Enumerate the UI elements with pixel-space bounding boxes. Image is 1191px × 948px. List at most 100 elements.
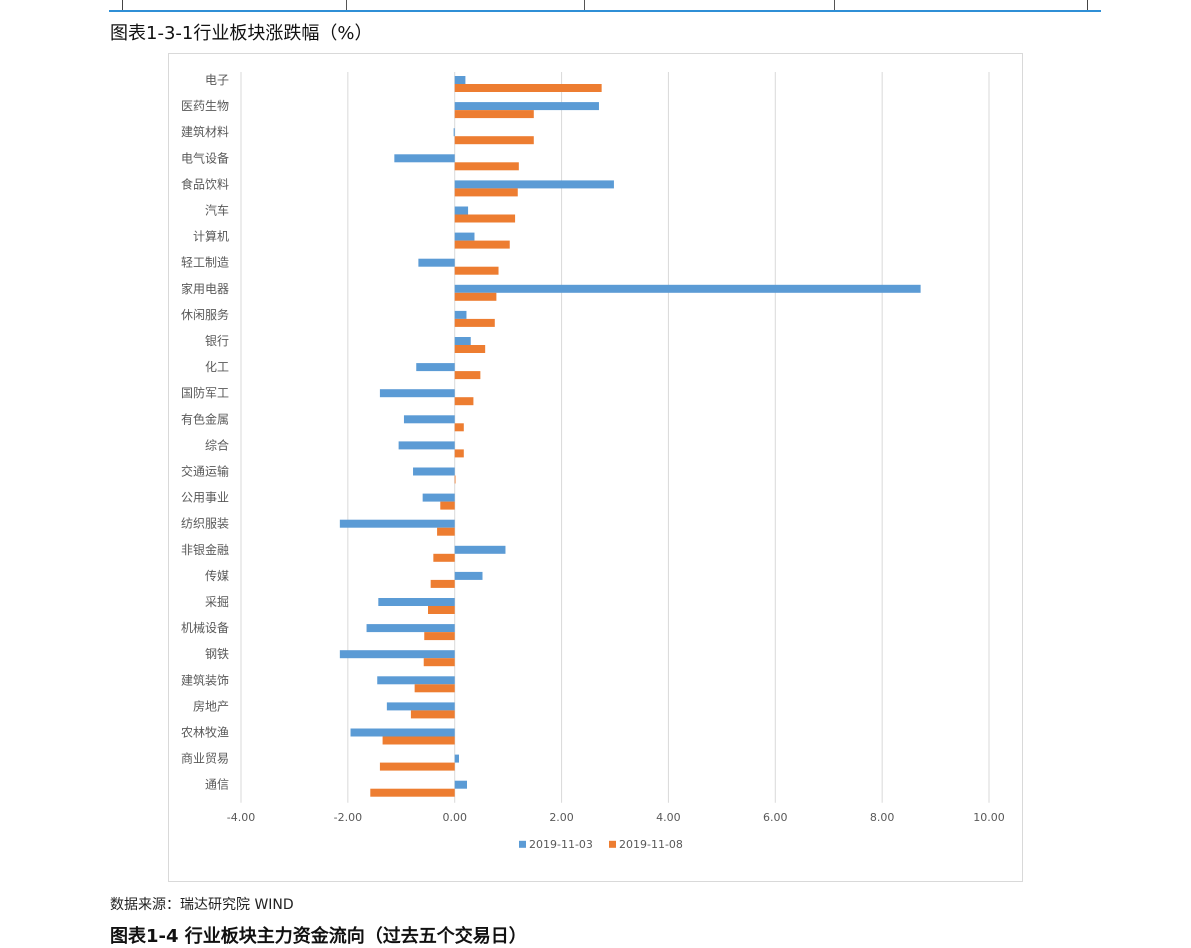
bar-2019-11-08 [454,371,481,380]
bar-2019-11-03 [377,676,455,685]
bar-2019-11-03 [339,519,455,528]
category-label: 机械设备 [181,620,229,635]
bar-2019-11-08 [454,449,464,458]
table-bottom-rule [109,10,1101,12]
category-label: 商业贸易 [181,751,229,766]
bar-2019-11-03 [454,754,459,763]
x-tick-label: -4.00 [227,811,255,824]
category-label: 采掘 [205,594,229,609]
category-label: 建筑装饰 [181,672,229,687]
bar-2019-11-03 [422,493,455,502]
category-label: 农林牧渔 [181,726,229,740]
bar-2019-11-03 [454,102,599,111]
top-table-fragment [109,0,1101,12]
bar-2019-11-03 [454,76,466,84]
bar-2019-11-08 [454,240,510,249]
category-label: 化工 [205,360,229,374]
category-label: 轻工制造 [181,256,229,270]
table-divider [834,0,835,10]
bar-2019-11-03 [454,284,921,293]
bar-2019-11-08 [454,266,499,275]
bar-2019-11-03 [416,363,455,372]
bar-2019-11-08 [414,684,455,693]
category-label: 通信 [205,778,229,792]
bar-2019-11-08 [454,397,474,406]
bar-2019-11-03 [454,337,471,345]
bar-2019-11-08 [382,736,455,745]
bar-2019-11-03 [453,128,455,137]
x-tick-label: 0.00 [442,811,467,824]
bar-2019-11-03 [454,571,483,580]
legend-swatch [519,840,526,848]
category-label: 传媒 [205,568,229,583]
bar-2019-11-03 [378,598,455,606]
bar-2019-11-08 [437,527,455,536]
x-tick-label: -2.00 [334,811,362,824]
category-label: 综合 [205,437,229,452]
next-figure-title: 图表1-4 行业板块主力资金流向（过去五个交易日） [110,926,527,947]
x-tick-label: 10.00 [973,811,1005,824]
bar-2019-11-08 [424,632,455,641]
bar-2019-11-08 [423,658,455,667]
category-label: 有色金属 [181,411,229,426]
x-tick-label: 4.00 [656,811,681,824]
bar-2019-11-03 [403,415,455,424]
category-label: 计算机 [193,229,229,244]
bar-2019-11-08 [410,710,455,719]
category-label: 家用电器 [181,281,229,296]
bar-2019-11-03 [350,728,455,737]
legend-label: 2019-11-08 [619,838,683,851]
bar-2019-11-03 [454,310,467,319]
bar-2019-11-08 [454,162,519,171]
x-tick-label: 8.00 [870,811,895,824]
bar-2019-11-03 [454,545,506,554]
bar-2019-11-03 [339,650,455,659]
legend-label: 2019-11-03 [529,838,593,851]
bar-2019-11-08 [454,423,464,432]
category-label: 国防军工 [181,385,229,400]
category-label: 房地产 [193,698,229,713]
bar-2019-11-08 [454,475,456,484]
category-label: 纺织服装 [181,517,229,531]
table-divider [346,0,347,10]
bar-2019-11-08 [379,762,455,771]
bar-2019-11-03 [454,780,468,789]
category-label: 休闲服务 [181,307,229,322]
bar-2019-11-03 [379,389,455,398]
bar-2019-11-08 [454,188,518,197]
bar-2019-11-08 [370,788,455,797]
source-note: 数据来源：瑞达研究院 WIND [110,897,294,913]
table-divider [584,0,585,10]
category-label: 交通运输 [181,464,229,479]
category-label: 钢铁 [205,647,229,661]
category-label: 建筑材料 [181,124,229,139]
bar-2019-11-03 [418,258,455,267]
chart-svg: -4.00 -2.00 0.00 2.00 4.00 6.00 8.00 10.00 电子医药生… [181,72,1005,851]
x-tick-label: 6.00 [763,811,788,824]
category-label: 食品饮料 [181,176,229,191]
category-label: 银行 [205,334,229,348]
bar-2019-11-08 [454,318,495,327]
bar-2019-11-03 [454,206,469,215]
bar-2019-11-03 [454,180,614,189]
category-label: 电气设备 [181,150,229,165]
bar-chart: -4.00 -2.00 0.00 2.00 4.00 6.00 8.00 10.00 电子 医药生… [168,53,1023,882]
bar-2019-11-03 [454,232,475,241]
category-label: 电子 [205,73,229,87]
category-label: 公用事业 [181,491,229,505]
bar-2019-11-08 [454,292,497,301]
bar-2019-11-03 [398,441,455,450]
legend-swatch [609,840,616,848]
bar-2019-11-08 [440,501,455,510]
category-label: 非银金融 [181,542,229,557]
bar-2019-11-08 [428,606,455,614]
bar-2019-11-08 [430,579,455,588]
bar-2019-11-08 [454,110,534,119]
bar-2019-11-08 [454,136,534,145]
bar-2019-11-08 [454,84,602,92]
category-label: 汽车 [205,203,229,218]
x-tick-label: 2.00 [549,811,574,824]
bar-2019-11-03 [366,624,455,633]
figure-title: 图表1-3-1行业板块涨跌幅（%） [110,23,373,44]
bar-2019-11-03 [394,154,455,163]
